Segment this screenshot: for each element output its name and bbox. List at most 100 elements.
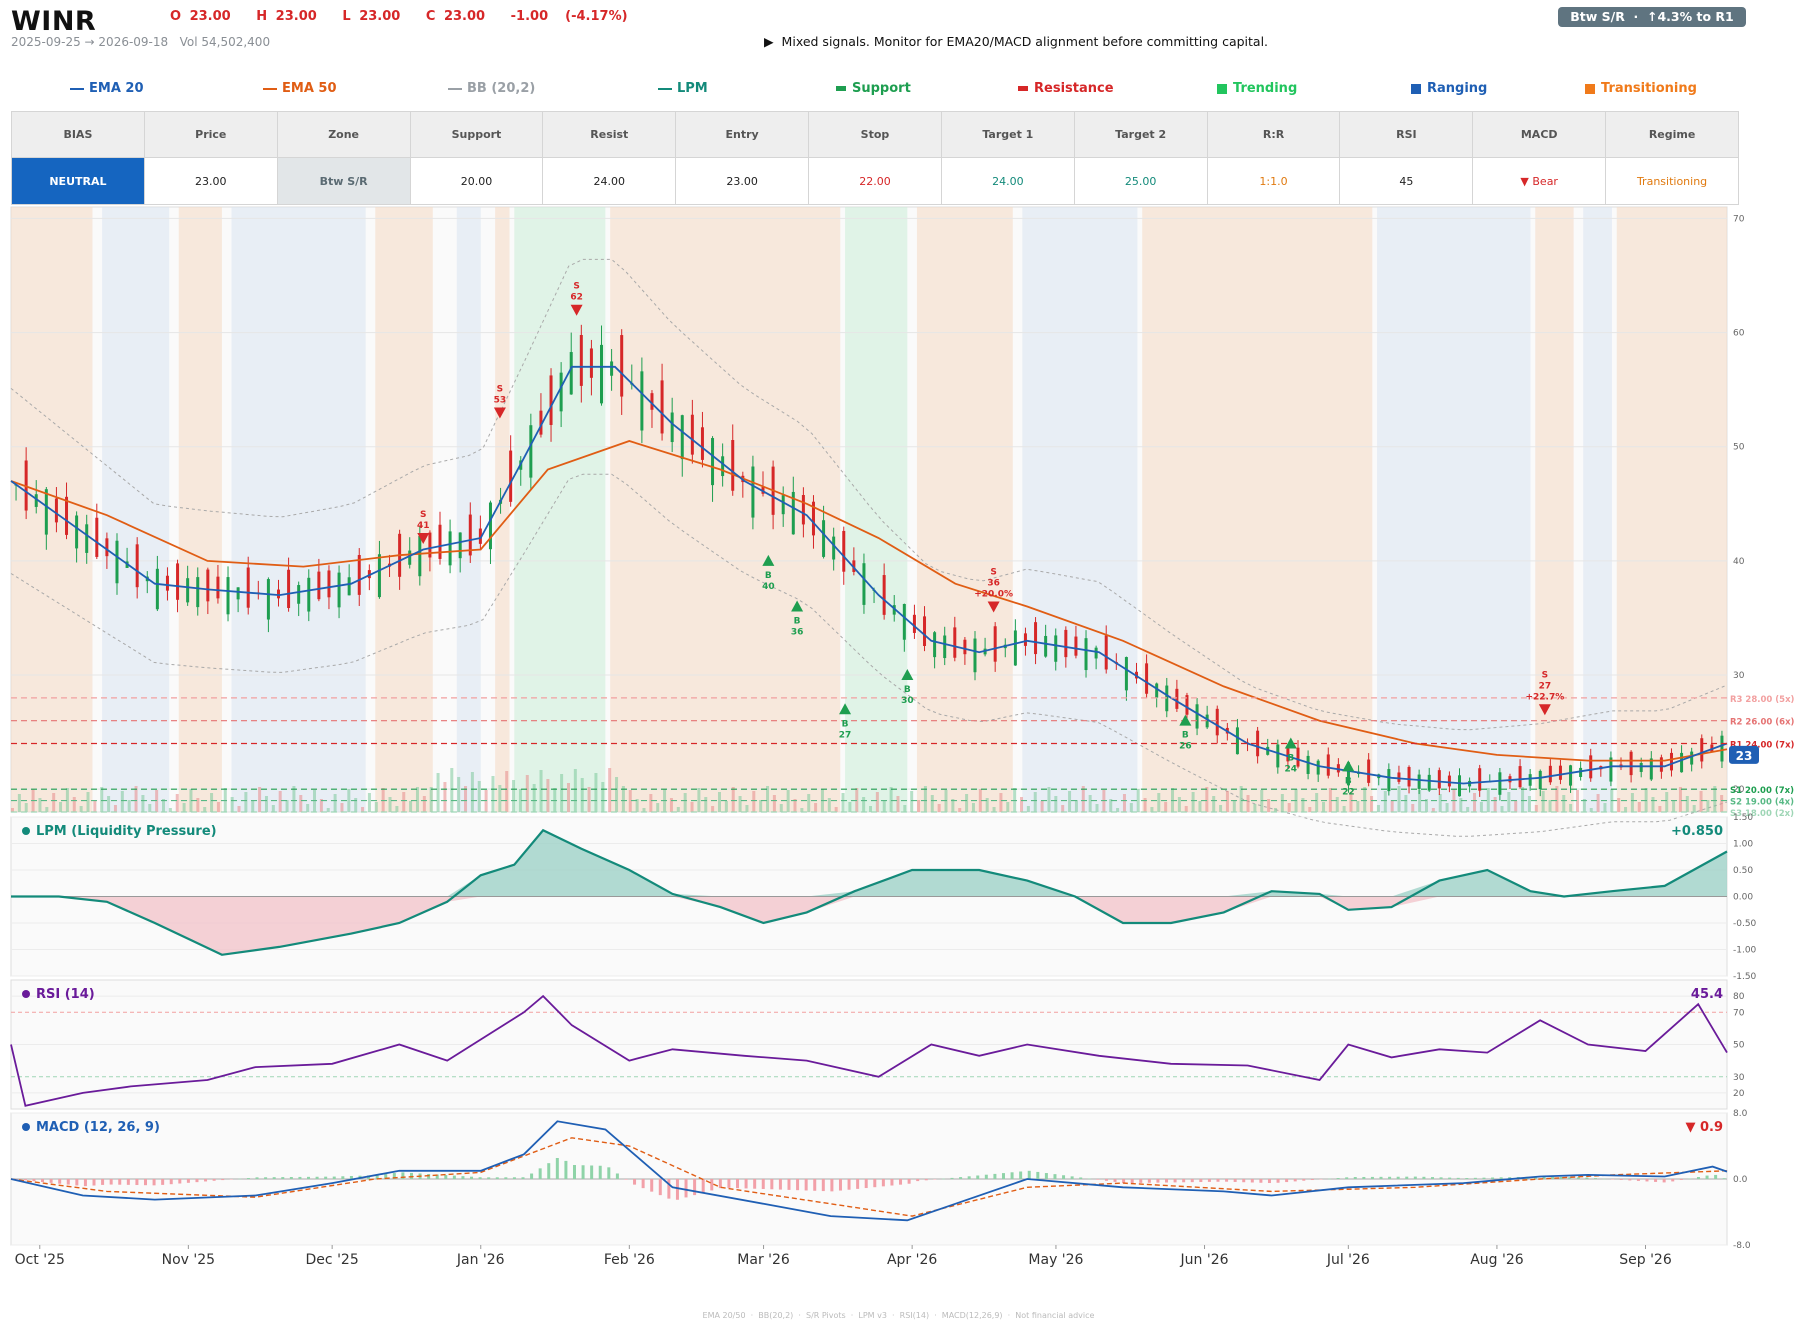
- macd-histogram-bar: [92, 1179, 96, 1186]
- volume-bar: [402, 792, 406, 812]
- macd-histogram-bar: [1044, 1173, 1048, 1179]
- volume-bar: [237, 806, 241, 812]
- candle-body: [1609, 757, 1613, 782]
- volume-bar: [388, 797, 392, 812]
- macd-histogram-bar: [701, 1179, 705, 1193]
- candle-body: [1669, 752, 1673, 771]
- legend-swatch: [1411, 83, 1421, 94]
- volume-bar: [628, 790, 632, 812]
- candle-body: [1104, 635, 1108, 670]
- value-rr: 1:1.0: [1206, 157, 1341, 205]
- macd-histogram-bar: [581, 1165, 585, 1179]
- value-regime: Transitioning: [1605, 157, 1739, 205]
- candle-body: [34, 494, 38, 507]
- buy-signal-label: B: [794, 617, 801, 627]
- candle-body: [1155, 683, 1159, 698]
- macd-histogram-bar: [933, 1179, 937, 1180]
- macd-histogram-bar: [530, 1173, 534, 1179]
- volume-bar: [1514, 801, 1518, 812]
- macd-histogram-bar: [1705, 1175, 1709, 1179]
- legend-label: Support: [852, 81, 911, 96]
- volume-bar: [745, 805, 749, 812]
- volume-bar: [690, 802, 694, 812]
- candle-body: [1589, 755, 1593, 779]
- macd-histogram-bar: [1207, 1179, 1211, 1182]
- volume-bar: [1061, 805, 1065, 812]
- macd-histogram-bar: [512, 1177, 516, 1179]
- candle-body: [953, 627, 957, 658]
- candle-body: [1367, 759, 1371, 783]
- volume-bar: [45, 807, 49, 812]
- volume-bar: [779, 804, 783, 812]
- macd-histogram-bar: [1456, 1177, 1460, 1179]
- macd-histogram-bar: [1173, 1179, 1177, 1183]
- volume-bar: [635, 799, 639, 812]
- macd-histogram-bar: [796, 1179, 800, 1191]
- volume-bar: [470, 772, 474, 812]
- volume-bar: [1500, 806, 1504, 812]
- candle-body: [1649, 758, 1653, 780]
- volume-bar: [1308, 807, 1312, 812]
- macd-histogram-bar: [873, 1179, 877, 1188]
- volume-bar: [992, 807, 996, 812]
- volume-bar: [917, 800, 921, 812]
- volume-bar: [546, 779, 550, 812]
- sell-signal-label: 53: [494, 395, 507, 405]
- macd-histogram-bar: [289, 1177, 293, 1179]
- buy-signal-label: 40: [762, 582, 775, 592]
- volume-bar: [1672, 801, 1676, 812]
- volume-bar: [1150, 807, 1154, 812]
- volume-bar: [1074, 800, 1078, 812]
- macd-histogram-bar: [1388, 1176, 1392, 1179]
- candle-body: [1417, 774, 1421, 789]
- candle-body: [337, 572, 341, 608]
- macd-histogram-bar: [264, 1177, 268, 1179]
- macd-histogram-bar: [718, 1179, 722, 1189]
- candle-body: [1306, 755, 1310, 774]
- volume-bar: [862, 797, 866, 812]
- volume-bar: [848, 802, 852, 812]
- macd-histogram-bar: [555, 1157, 559, 1179]
- volume-bar: [958, 808, 962, 812]
- sell-signal-label: S: [497, 384, 503, 394]
- macd-histogram-bar: [658, 1179, 662, 1196]
- macd-histogram-bar: [1696, 1177, 1700, 1179]
- volume-bar: [1267, 799, 1271, 812]
- candle-body: [216, 576, 220, 599]
- candle-body: [882, 575, 886, 615]
- macd-histogram-bar: [778, 1179, 782, 1190]
- candle-body: [579, 335, 583, 386]
- macd-histogram-bar: [976, 1175, 980, 1179]
- candle-body: [832, 536, 836, 560]
- lpm-line: [11, 828, 1728, 956]
- volume-bar: [210, 793, 214, 812]
- volume-bar: [457, 777, 461, 812]
- candle-body: [650, 393, 654, 410]
- volume-bar: [443, 782, 447, 812]
- macd-histogram-bar: [1413, 1176, 1417, 1179]
- legend-swatch: [70, 87, 84, 90]
- candle-body: [993, 626, 997, 662]
- candle-body: [549, 375, 553, 425]
- value-target1: 24.00: [940, 157, 1075, 205]
- x-tick-label: May '26: [1028, 1252, 1083, 1268]
- volume-bar: [766, 786, 770, 812]
- volume-bar: [1507, 792, 1511, 812]
- macd-histogram-bar: [941, 1178, 945, 1180]
- volume-bar: [1095, 804, 1099, 812]
- volume-bar: [264, 796, 268, 812]
- macd-histogram-bar: [770, 1179, 774, 1190]
- volume-bar: [1466, 807, 1470, 812]
- sell-signal-label: S: [573, 282, 579, 292]
- candle-body: [155, 568, 159, 610]
- volume-bar: [409, 801, 413, 812]
- volume-bar: [869, 806, 872, 812]
- macd-histogram-bar: [890, 1179, 894, 1186]
- volume-bar: [196, 798, 200, 812]
- last-price-tag: [1729, 745, 1759, 764]
- volume-bar: [38, 798, 42, 812]
- volume-bar: [1143, 798, 1147, 812]
- volume-bar: [1342, 806, 1346, 812]
- volume-bar: [717, 792, 721, 812]
- volume-bar: [1246, 795, 1250, 812]
